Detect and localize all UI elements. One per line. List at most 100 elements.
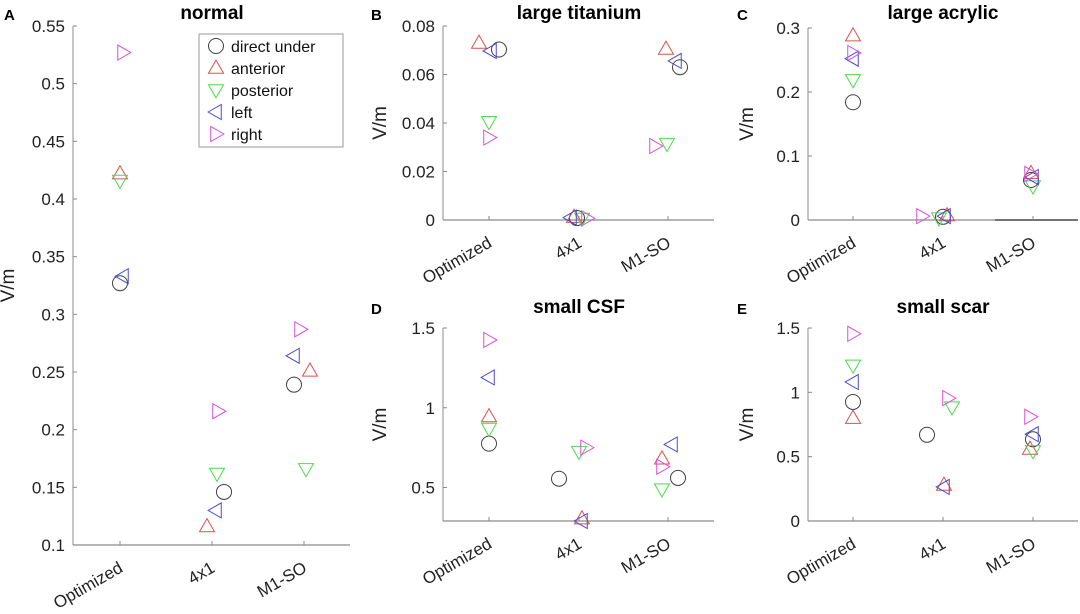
- legend-label-posterior: posterior: [231, 83, 294, 100]
- data-point-posterior: [297, 463, 315, 478]
- data-point-left: [663, 436, 678, 453]
- y-tick-label: 1: [426, 399, 435, 418]
- y-tick-label: 1: [791, 383, 800, 402]
- y-tick-label: 0: [791, 211, 800, 230]
- legend-label-direct: direct under: [231, 39, 316, 56]
- data-point-anterior: [198, 517, 216, 533]
- x-tick-label: Optimized: [419, 233, 495, 288]
- y-tick-label: 0.06: [402, 66, 435, 85]
- y-tick-label: 0.55: [32, 17, 65, 36]
- panel-label: C: [737, 7, 748, 24]
- y-tick-label: 1.5: [776, 319, 800, 338]
- y-tick-label: 0.2: [776, 83, 800, 102]
- data-point-anterior: [470, 34, 488, 49]
- x-tick-label: M1-SO: [618, 233, 674, 276]
- y-tick-label: 0.25: [32, 363, 65, 382]
- legend-marker-right: [210, 125, 225, 143]
- data-point-anterior: [301, 361, 319, 377]
- x-tick-label: Optimized: [419, 534, 495, 589]
- legend-label-left: left: [231, 105, 253, 122]
- y-tick-label: 0: [426, 211, 435, 230]
- data-point-left: [1024, 425, 1039, 443]
- data-point-left: [562, 209, 577, 226]
- data-point-left: [573, 512, 588, 530]
- data-point-anterior: [657, 40, 675, 55]
- data-point-posterior: [570, 445, 588, 461]
- y-tick-label: 0.35: [32, 248, 65, 267]
- data-point-direct: [216, 483, 232, 500]
- x-tick-label: Optimized: [783, 534, 859, 589]
- y-axis-label: V/m: [737, 107, 758, 141]
- data-point-anterior: [111, 164, 129, 180]
- data-point-direct: [845, 393, 861, 410]
- y-tick-label: 0.02: [402, 163, 435, 182]
- data-point-left: [844, 373, 859, 391]
- data-point-right: [916, 207, 931, 225]
- data-point-left: [936, 207, 951, 225]
- data-point-left: [667, 52, 682, 70]
- y-tick-label: 0.2: [41, 421, 65, 440]
- panel-label: E: [737, 301, 747, 318]
- legend: direct under anterior posterior left right: [198, 33, 344, 148]
- y-tick-label: 0: [791, 512, 800, 531]
- data-point-left: [480, 369, 495, 386]
- data-point-direct: [491, 41, 507, 58]
- y-axis-label: V/m: [737, 408, 758, 442]
- y-tick-label: 0.3: [41, 305, 65, 324]
- y-tick-label: 0.08: [402, 17, 435, 36]
- legend-label-right: right: [231, 127, 263, 144]
- y-tick-label: 0.5: [776, 448, 800, 467]
- data-point-right: [580, 439, 595, 456]
- y-tick-label: 0.3: [776, 19, 800, 38]
- legend-marker-posterior: [207, 84, 225, 99]
- y-tick-label: 0.45: [32, 132, 65, 151]
- x-tick-label: M1-SO: [983, 233, 1039, 276]
- y-tick-label: 0.4: [41, 190, 65, 209]
- panel-title: small CSF: [533, 297, 625, 318]
- y-tick-label: 1.5: [411, 319, 435, 338]
- data-point-left: [207, 502, 222, 519]
- legend-box: [198, 33, 344, 148]
- data-point-right: [581, 209, 596, 227]
- y-tick-label: 0.1: [776, 147, 800, 166]
- data-point-right: [117, 44, 132, 61]
- panel-label: B: [371, 7, 382, 24]
- y-tick-label: 0.04: [402, 114, 435, 133]
- y-tick-label: 0.5: [41, 75, 65, 94]
- y-axis-label: V/m: [0, 269, 19, 303]
- y-axis-label: V/m: [370, 408, 391, 442]
- data-point-right: [1024, 408, 1039, 426]
- data-point-right: [656, 458, 671, 476]
- legend-marker-anterior: [207, 59, 225, 74]
- data-point-right: [483, 129, 498, 146]
- data-point-left: [285, 347, 300, 365]
- data-point-posterior: [658, 137, 676, 153]
- data-point-posterior: [844, 359, 862, 375]
- data-point-direct: [670, 469, 686, 486]
- data-point-right: [294, 320, 309, 338]
- data-point-posterior: [1024, 445, 1042, 460]
- panel-title: large titanium: [517, 3, 642, 24]
- data-point-anterior: [565, 208, 583, 223]
- panel-title: small scar: [897, 297, 991, 318]
- legend-marker-left: [207, 103, 222, 121]
- panel-label: D: [371, 301, 382, 318]
- data-point-right: [1024, 165, 1039, 183]
- data-point-posterior: [844, 74, 862, 89]
- x-tick-label: Optimized: [50, 558, 126, 613]
- data-point-direct: [551, 470, 567, 487]
- data-point-anterior: [1021, 440, 1039, 455]
- data-point-anterior: [653, 449, 671, 465]
- legend-label-anterior: anterior: [231, 61, 286, 78]
- data-point-direct: [919, 426, 935, 443]
- data-point-anterior: [573, 509, 591, 525]
- y-axis-label: V/m: [370, 106, 391, 140]
- data-point-left: [1024, 168, 1039, 186]
- data-point-posterior: [480, 116, 498, 131]
- data-point-direct: [286, 376, 302, 393]
- data-point-right: [847, 44, 862, 62]
